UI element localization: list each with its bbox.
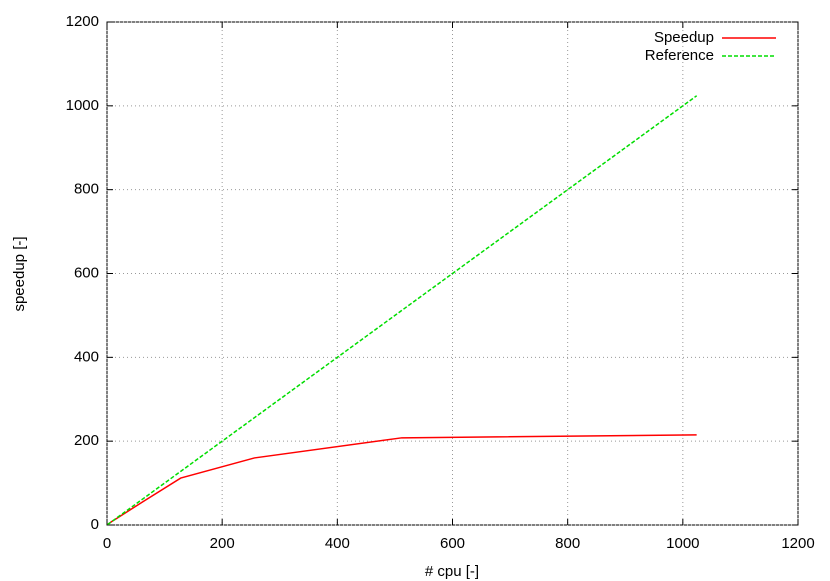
series-line	[107, 434, 697, 526]
x-tick-label: 600	[440, 535, 465, 552]
x-tick-label: 800	[555, 535, 580, 552]
y-tick-label: 800	[74, 181, 99, 198]
x-tick-label: 0	[103, 535, 111, 552]
y-tick-label: 0	[91, 516, 99, 533]
series-line	[107, 95, 698, 526]
y-tick-label: 1200	[66, 13, 99, 30]
x-tick-label: 1200	[781, 535, 814, 552]
x-tick-label: 1000	[666, 535, 699, 552]
legend-label: Reference	[645, 47, 714, 64]
x-tick-label: 200	[210, 535, 235, 552]
y-tick-label: 200	[74, 432, 99, 449]
x-axis-label: # cpu [-]	[425, 563, 479, 580]
x-tick-label: 400	[325, 535, 350, 552]
y-tick-label: 1000	[66, 97, 99, 114]
y-tick-label: 400	[74, 348, 99, 365]
y-tick-label: 600	[74, 264, 99, 281]
legend-label: Speedup	[654, 29, 714, 46]
y-axis-label: speedup [-]	[11, 236, 28, 311]
